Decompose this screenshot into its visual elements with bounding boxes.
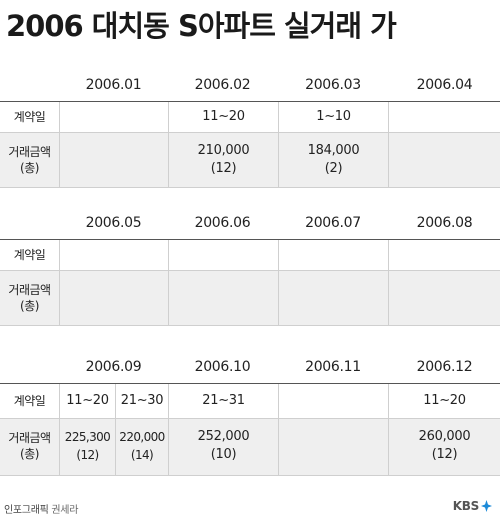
amount-cell: 225,300 (12) [60,428,115,464]
amount-value: 225,300 [64,430,111,444]
amount-label: 거래금액 (총) [0,430,59,462]
logo-text: KBS [452,499,480,513]
contract-day-cell: 11~20 [202,109,245,124]
amount-label-line2: (총) [20,161,39,175]
column-divider [59,102,60,187]
trade-count: (12) [431,447,458,462]
trade-count: (12) [210,161,237,176]
amount-cell: 220,000 (14) [116,428,168,464]
contract-day-label: 계약일 [13,394,46,408]
column-divider [388,384,389,475]
amount-value: 210,000 [197,143,250,158]
trade-count: (10) [210,447,237,462]
trade-count: (14) [130,448,154,462]
amount-value: 260,000 [418,429,471,444]
row-divider [0,132,500,133]
amount-row [0,133,500,187]
row-divider [0,418,500,419]
contract-day-cell: 21~30 [120,393,164,408]
contract-day-row [0,102,500,132]
month-header-row: 2006.01 2006.02 2006.03 2006.04 [0,70,500,100]
amount-cell: 210,000 (12) [169,142,278,178]
amount-cell: 260,000 (12) [389,428,500,464]
month-header-row: 2006.05 2006.06 2006.07 2006.08 [0,208,500,238]
contract-day-cell: 11~20 [423,393,466,408]
amount-cell: 184,000 (2) [279,142,388,178]
month-header: 2006.06 [194,215,251,231]
column-divider [168,102,169,187]
contract-day-row [0,240,500,270]
contract-day-label: 계약일 [13,248,46,262]
amount-label: 거래금액 (총) [0,282,59,314]
amount-row [0,271,500,325]
row-divider [0,325,500,326]
amount-label: 거래금액 (총) [0,144,59,176]
row-divider [0,270,500,271]
month-header: 2006.08 [416,215,473,231]
trade-count: (12) [76,448,99,462]
price-table-may-aug: 2006.05 2006.06 2006.07 2006.08 계약일 거래금액… [0,208,500,326]
kbs-spark-icon [481,497,492,516]
kbs-logo: KBS [453,498,492,514]
row-divider [0,187,500,188]
month-header: 2006.05 [85,215,142,231]
month-header: 2006.10 [194,359,251,375]
column-divider [168,384,169,475]
month-header: 2006.09 [85,359,142,375]
month-header: 2006.03 [305,77,361,93]
table-top-rule [0,101,500,102]
column-divider [388,102,389,187]
page-title: 2006 대치동 S아파트 실거래 가 [6,9,397,43]
contract-day-cell: 11~20 [66,393,109,408]
month-header: 2006.04 [416,77,473,93]
amount-label-line1: 거래금액 [8,145,51,159]
infographic-credit: 인포그래픽 권세라 [4,501,78,516]
month-header-row: 2006.09 2006.10 2006.11 2006.12 [0,352,500,382]
credit-name: 권세라 [51,505,79,516]
price-table-jan-apr: 2006.01 2006.02 2006.03 2006.04 계약일 거래금액… [0,70,500,188]
month-header: 2006.02 [194,77,251,93]
contract-day-cell: 21~31 [202,393,245,408]
month-header: 2006.01 [85,77,142,93]
column-divider [278,384,279,475]
column-divider [59,384,60,475]
amount-label-line1: 거래금액 [8,431,51,445]
trade-count: (2) [324,161,343,176]
contract-day-row [0,384,500,418]
column-divider [278,240,279,325]
column-divider [115,384,116,475]
month-header: 2006.11 [305,359,361,375]
column-divider [168,240,169,325]
amount-label-line1: 거래금액 [8,283,51,297]
price-table-sep-dec: 2006.09 2006.10 2006.11 2006.12 계약일 거래금액… [0,352,500,476]
month-header: 2006.07 [305,215,361,231]
table-top-rule [0,383,500,384]
amount-value: 184,000 [307,143,360,158]
column-divider [59,240,60,325]
column-divider [388,240,389,325]
row-divider [0,475,500,476]
table-top-rule [0,239,500,240]
amount-value: 252,000 [197,429,250,444]
column-divider [278,102,279,187]
month-header: 2006.12 [416,359,473,375]
amount-label-line2: (총) [20,447,39,461]
contract-day-label: 계약일 [13,110,46,124]
amount-row [0,419,500,475]
credit-prefix: 인포그래픽 [4,505,49,516]
contract-day-cell: 1~10 [316,109,351,124]
amount-label-line2: (총) [20,299,39,313]
amount-value: 220,000 [119,430,165,444]
amount-cell: 252,000 (10) [169,428,278,464]
